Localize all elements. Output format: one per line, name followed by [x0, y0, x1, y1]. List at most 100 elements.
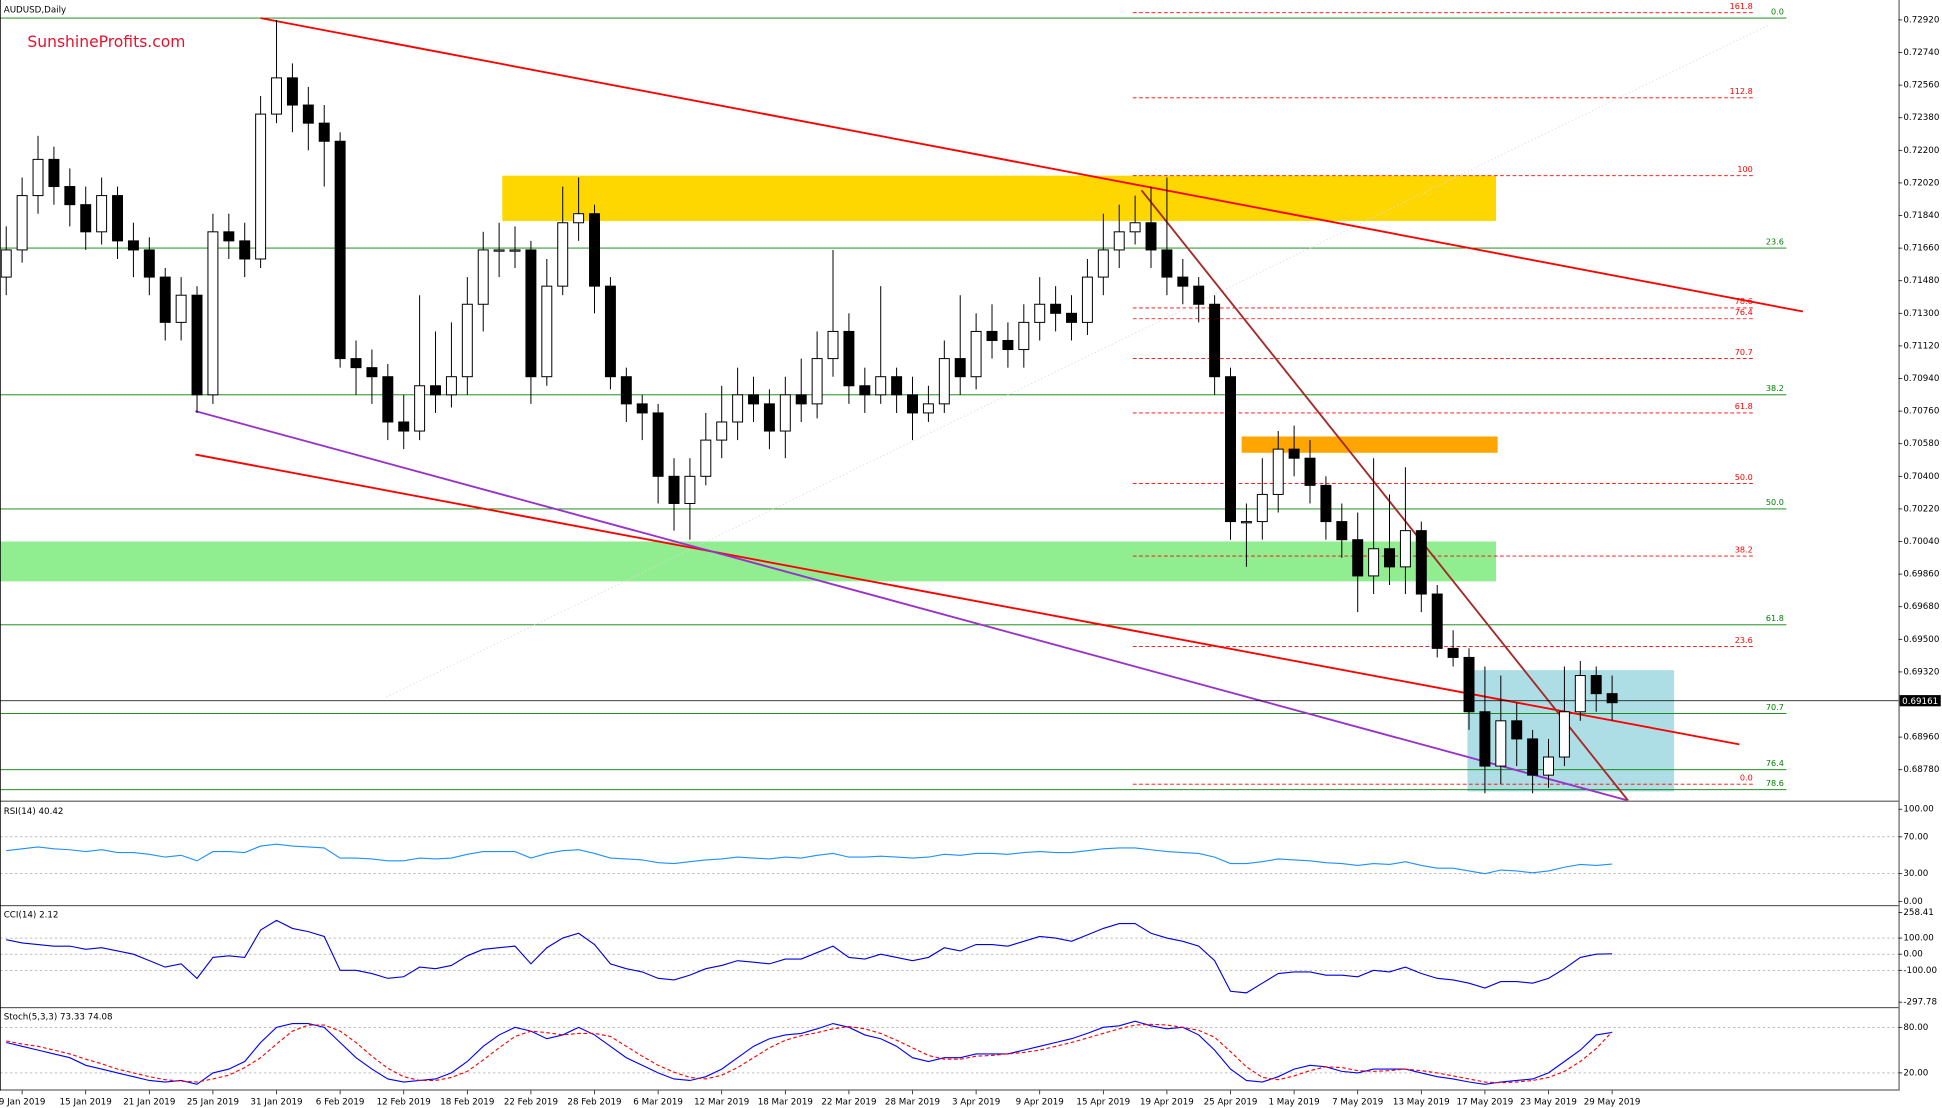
y-tick-label: 0.72920 [1903, 15, 1939, 25]
candle-body [1272, 448, 1284, 495]
y-tick-label: 0.72740 [1903, 48, 1939, 58]
candle-body [175, 294, 187, 323]
panel-title: CCI(14) 2.12 [4, 911, 59, 921]
candle-body [430, 385, 441, 396]
candle-body [1240, 521, 1252, 524]
candle-body [779, 394, 791, 432]
candle-body [1384, 548, 1395, 568]
x-tick-label: 28 Feb 2019 [567, 1097, 621, 1107]
candle-body [318, 122, 330, 142]
trend-line [195, 410, 1629, 801]
fib-label: 23.6 [1766, 236, 1784, 246]
candle-body [159, 276, 171, 323]
candle-body [461, 303, 473, 378]
fib-label: 112.8 [1730, 86, 1753, 96]
candle-body [795, 394, 807, 405]
y-tick-label: 0.70040 [1903, 537, 1939, 547]
y-tick-label: -297.78 [1903, 998, 1937, 1008]
y-tick-label: -100.00 [1903, 966, 1937, 976]
x-tick-label: 31 Jan 2019 [250, 1097, 302, 1107]
candle-body [763, 403, 775, 432]
indicator-line [6, 843, 1613, 875]
candle-body [557, 222, 569, 287]
y-tick-label: 70.00 [1903, 832, 1928, 842]
fib-label: 0.0 [1771, 6, 1784, 16]
x-tick-label: 18 Mar 2019 [758, 1097, 813, 1107]
candle-body [811, 358, 823, 405]
fib-label: 161.8 [1730, 1, 1753, 11]
candle-body [1002, 339, 1014, 351]
candle-body [1081, 276, 1093, 323]
y-tick-label: 0.69500 [1903, 635, 1939, 645]
candle-body [1415, 530, 1427, 595]
x-tick-label: 12 Mar 2019 [694, 1097, 749, 1107]
candle-body [207, 231, 219, 396]
candle-body [32, 158, 44, 197]
indicator-line [6, 1020, 1613, 1085]
candle-body [477, 249, 489, 305]
candle-body [891, 376, 903, 396]
candle-body [445, 376, 457, 396]
candle-body [732, 394, 744, 423]
y-tick-label: 30.00 [1903, 869, 1928, 879]
candle-body [827, 330, 839, 360]
candle-body [954, 358, 966, 378]
candle-body [938, 358, 950, 405]
candle-body [589, 213, 600, 287]
x-tick-label: 28 Mar 2019 [885, 1097, 940, 1107]
x-tick-label: 21 Jan 2019 [123, 1097, 175, 1107]
zone [1241, 436, 1498, 453]
candle-body [414, 385, 426, 432]
y-tick-label: 100.00 [1903, 934, 1933, 944]
x-tick-label: 9 Apr 2019 [1016, 1097, 1064, 1107]
y-tick-label: 0.71660 [1903, 244, 1939, 254]
y-tick-label: 0.72380 [1903, 113, 1939, 123]
candle-body [1606, 693, 1618, 704]
candle-body [1177, 276, 1189, 287]
y-tick-label: 0.71480 [1903, 276, 1939, 286]
candle-body [700, 439, 712, 477]
x-tick-label: 15 Jan 2019 [60, 1097, 112, 1107]
candle-body [1495, 720, 1507, 767]
candle-body [1097, 249, 1109, 278]
x-tick-label: 25 Jan 2019 [187, 1097, 239, 1107]
candle-body [0, 249, 12, 278]
candle-body [96, 195, 108, 233]
candle-body [1527, 738, 1539, 776]
candle-body [1558, 711, 1570, 758]
candle-body [1304, 457, 1316, 486]
x-tick-label: 22 Feb 2019 [504, 1097, 558, 1107]
x-tick-label: 29 May 2019 [1584, 1097, 1641, 1107]
trend-line [1140, 189, 1629, 801]
y-tick-label: 0.00 [1903, 950, 1922, 960]
x-tick-label: 9 Jan 2019 [0, 1097, 45, 1107]
chart-title: AUDUSD,Daily [4, 5, 66, 15]
fib-label: 23.6 [1735, 635, 1753, 645]
x-tick-label: 12 Feb 2019 [377, 1097, 431, 1107]
y-tick-label: 0.70760 [1903, 407, 1939, 417]
candle-body [970, 330, 982, 378]
y-tick-label: 0.72020 [1903, 178, 1939, 188]
candle-body [509, 249, 521, 252]
candle-body [350, 358, 362, 369]
candle-body [1463, 656, 1475, 713]
price-panel: 0.0 23.6 38.2 50.0 61.8 70.7 76.4 78.6 161.8 112.… [0, 1, 1899, 801]
candle-body [127, 240, 139, 251]
candle-body [875, 376, 887, 396]
candle-body [286, 77, 298, 106]
candle-body [1399, 530, 1411, 568]
candle-body [1145, 222, 1157, 251]
candle-body [112, 195, 124, 242]
candle-body [843, 330, 855, 387]
panel-title: RSI(14) 40.42 [4, 807, 64, 817]
x-tick-label: 13 May 2019 [1393, 1097, 1450, 1107]
fib-label: 38.2 [1735, 544, 1753, 554]
zone [502, 175, 1497, 221]
x-tick-label: 19 Apr 2019 [1140, 1097, 1194, 1107]
y-tick-label: 20.00 [1903, 1068, 1928, 1078]
fib-label: 70.7 [1735, 347, 1753, 357]
candle-body [652, 412, 664, 477]
y-tick-label: 0.70220 [1903, 504, 1939, 514]
candle-body [80, 204, 92, 233]
